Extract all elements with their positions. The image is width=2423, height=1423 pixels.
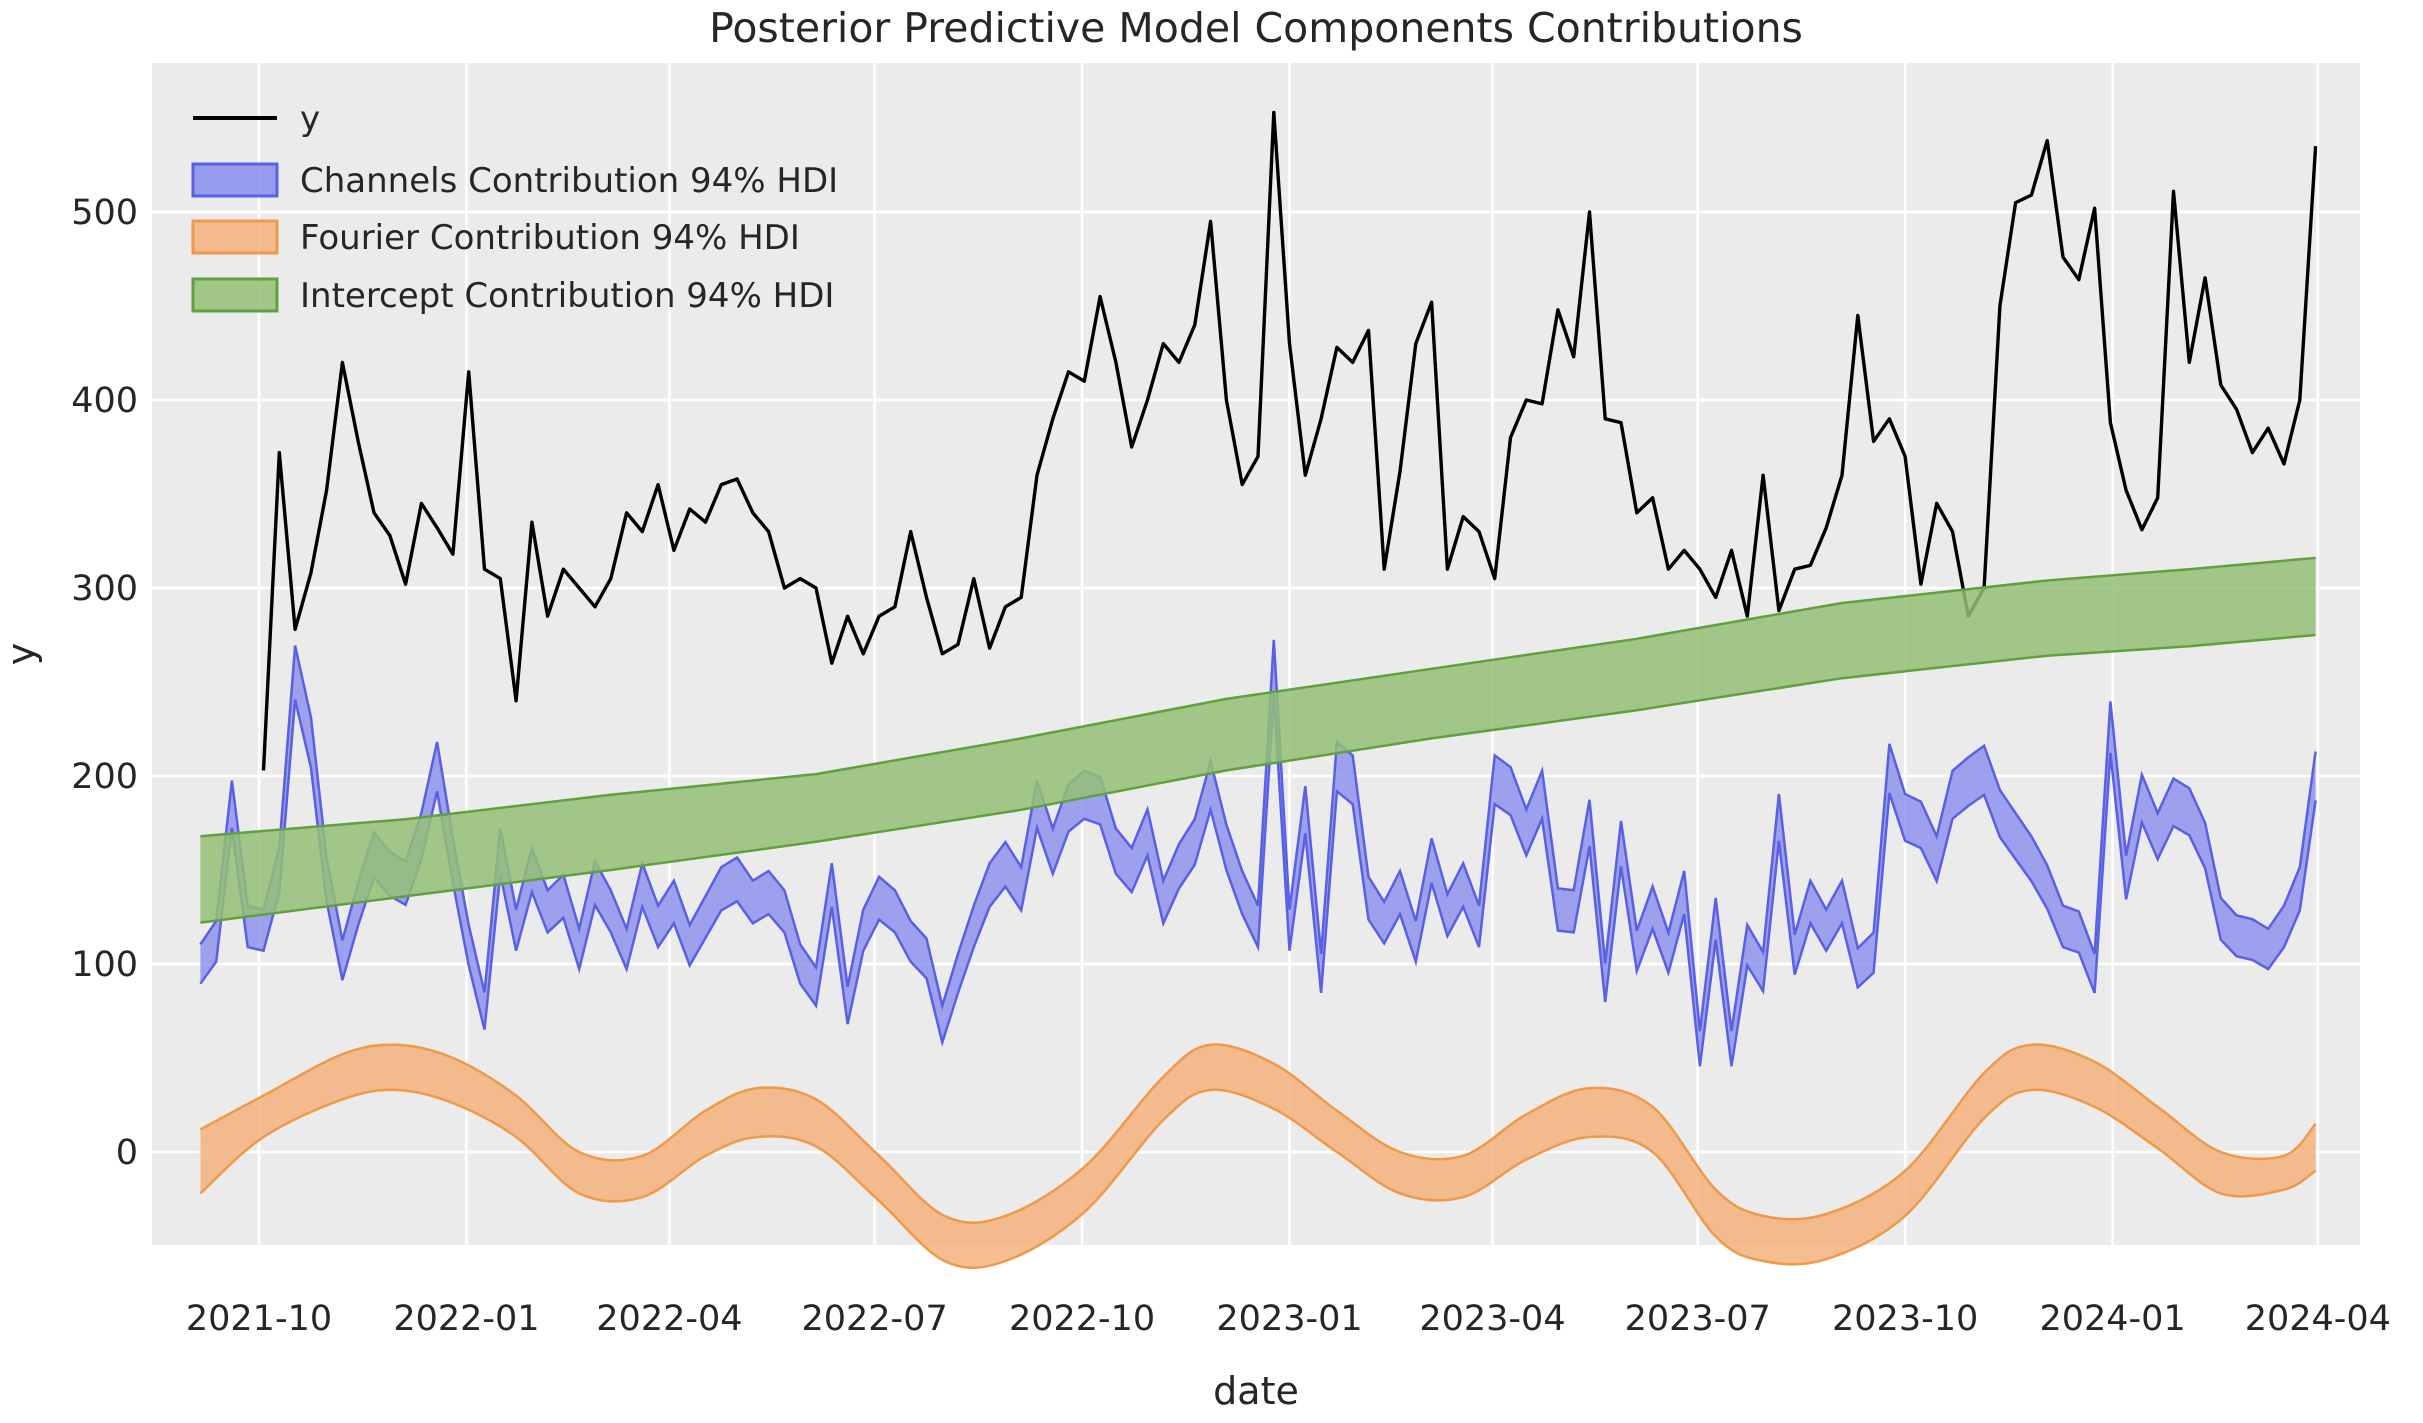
legend-label: Intercept Contribution 94% HDI [300, 276, 834, 316]
chart-title: Posterior Predictive Model Components Co… [709, 4, 1803, 52]
band-edge [200, 633, 2316, 924]
series-group [199, 110, 2318, 1270]
x-tick-label: 2023-04 [1419, 1299, 1565, 1339]
band-fourier [200, 1044, 2316, 1268]
y-tick-label: 500 [71, 193, 138, 233]
legend-patch-swatch [191, 219, 279, 255]
legend: y Channels Contribution 94% HDI Fourier Co… [191, 99, 838, 316]
y-tick-label: 300 [71, 569, 138, 609]
y-axis-label: y [0, 643, 43, 666]
legend-label: Fourier Contribution 94% HDI [300, 218, 800, 258]
y-tick-label: 200 [71, 757, 138, 797]
band-edge [200, 556, 2316, 838]
band-edge [199, 694, 2317, 1067]
legend-patch-swatch [191, 277, 279, 313]
band-edge [199, 1088, 2317, 1270]
band-edge [199, 1043, 2317, 1224]
x-tick-label: 2024-04 [2245, 1299, 2391, 1339]
y-tick-label: 400 [71, 381, 138, 421]
y-tick-label: 100 [71, 945, 138, 985]
x-tick-label: 2021-10 [186, 1299, 332, 1339]
band-intercept [200, 557, 2316, 923]
x-axis-label: date [1213, 1369, 1299, 1413]
legend-label: Channels Contribution 94% HDI [300, 161, 838, 201]
x-tick-label: 2022-10 [1009, 1299, 1155, 1339]
y-tick-label: 0 [116, 1133, 138, 1173]
y-tick-labels: 0 100 200 300 400 500 [71, 193, 138, 1173]
band-edge [199, 639, 2317, 1032]
x-tick-label: 2023-01 [1216, 1299, 1362, 1339]
x-tick-label: 2024-01 [2039, 1299, 2185, 1339]
gridlines [152, 63, 2360, 1245]
x-tick-label: 2022-04 [596, 1299, 742, 1339]
x-tick-label: 2023-10 [1832, 1299, 1978, 1339]
x-tick-labels: 2021-10 2022-01 2022-04 2022-07 2022-10 2023-… [186, 1299, 2391, 1339]
x-tick-label: 2023-07 [1625, 1299, 1771, 1339]
legend-label: y [300, 99, 320, 139]
x-tick-label: 2022-07 [801, 1299, 947, 1339]
legend-patch-swatch [191, 162, 279, 198]
x-tick-label: 2022-01 [393, 1299, 539, 1339]
